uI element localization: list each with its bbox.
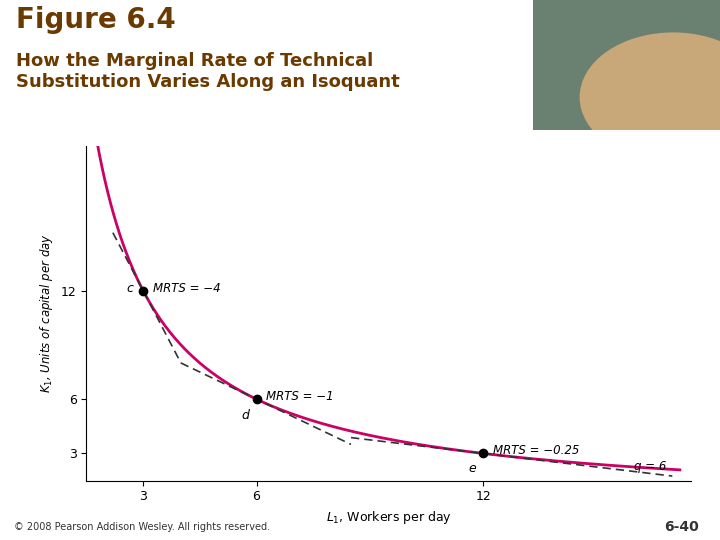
Text: MRTS = −4: MRTS = −4 [153, 282, 220, 295]
Text: How the Marginal Rate of Technical
Substitution Varies Along an Isoquant: How the Marginal Rate of Technical Subst… [16, 52, 400, 91]
Text: MRTS = −1: MRTS = −1 [266, 390, 333, 403]
Text: q = 6: q = 6 [634, 460, 667, 472]
Text: 6-40: 6-40 [664, 520, 698, 534]
Text: d: d [241, 409, 249, 422]
Text: Figure 6.4: Figure 6.4 [16, 6, 176, 35]
Text: MRTS = −0.25: MRTS = −0.25 [492, 444, 579, 457]
Ellipse shape [580, 32, 720, 162]
Text: c: c [127, 282, 134, 295]
Text: e: e [468, 462, 476, 475]
X-axis label: $L_1$, Workers per day: $L_1$, Workers per day [326, 509, 451, 526]
Text: © 2008 Pearson Addison Wesley. All rights reserved.: © 2008 Pearson Addison Wesley. All right… [14, 522, 271, 532]
Y-axis label: $K_1$, Units of capital per day: $K_1$, Units of capital per day [38, 233, 55, 393]
